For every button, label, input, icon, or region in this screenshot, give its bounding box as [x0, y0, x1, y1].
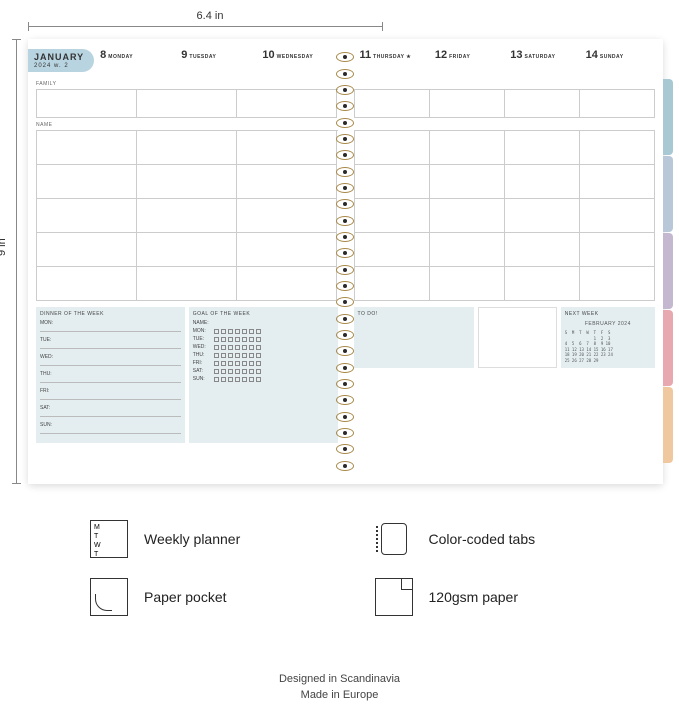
day-name: WEDNESDAY — [277, 54, 314, 60]
day-col: 14SUNDAY — [580, 49, 655, 61]
month-text: JANUARY — [34, 52, 84, 62]
dimension-height-line — [16, 39, 17, 484]
day-num: 12 — [435, 49, 447, 61]
dimension-width-line — [28, 26, 383, 27]
bottom-right-band: TO DO! NEXT WEEK FEBRUARY 2024 S M T W T… — [354, 307, 656, 368]
feature-pocket: Paper pocket — [90, 578, 335, 616]
family-label-r — [354, 81, 656, 87]
name-grid — [36, 130, 338, 301]
day-name: SATURDAY — [525, 54, 556, 60]
dimension-height-label: 9 in — [0, 238, 8, 256]
planner-spread: JANUARY 2024 w. 2 8MONDAY 9TUESDAY 10WED… — [28, 39, 663, 484]
todo-box: TO DO! — [354, 307, 474, 368]
footer-text: Designed in Scandinavia Made in Europe — [0, 672, 679, 703]
header-right: 11THURSDAY ★ 12FRIDAY 13SATURDAY 14SUNDA… — [354, 49, 656, 77]
day-num: 9 — [181, 49, 187, 61]
features-grid: MTWT Weekly planner Color-coded tabs Paper … — [90, 520, 619, 616]
feature-label: Color-coded tabs — [429, 531, 536, 547]
day-name: MONDAY — [108, 54, 133, 60]
mini-calendar: FEBRUARY 2024 S M T W T F S 1 2 3 4 5 6 … — [565, 321, 651, 364]
paper-pocket-icon — [90, 578, 128, 616]
day-num: 10 — [262, 49, 274, 61]
feature-tabs: Color-coded tabs — [375, 520, 620, 558]
name-grid-r — [354, 130, 656, 301]
feature-label: 120gsm paper — [429, 589, 519, 605]
todo-title: TO DO! — [358, 311, 470, 317]
family-label: FAMILY — [36, 81, 338, 87]
day-col: 11THURSDAY ★ — [354, 49, 429, 61]
color-tabs-icon — [375, 520, 413, 558]
family-grid-r — [354, 89, 656, 118]
header-left: JANUARY 2024 w. 2 8MONDAY 9TUESDAY 10WED… — [36, 49, 338, 77]
feature-paper: 120gsm paper — [375, 578, 620, 616]
day-col: 8MONDAY — [94, 49, 175, 61]
day-num: 11 — [360, 49, 372, 61]
day-num: 8 — [100, 49, 106, 61]
feature-label: Paper pocket — [144, 589, 227, 605]
next-week-box: NEXT WEEK FEBRUARY 2024 S M T W T F S 1 … — [561, 307, 655, 368]
feature-planner: MTWT Weekly planner — [90, 520, 335, 558]
name-label: NAME — [36, 122, 338, 128]
day-col: 10WEDNESDAY — [256, 49, 337, 61]
day-col: 13SATURDAY — [504, 49, 579, 61]
paper-weight-icon — [375, 578, 413, 616]
day-name: THURSDAY ★ — [373, 54, 411, 60]
name-label-r — [354, 122, 656, 128]
goal-title: GOAL OF THE WEEK — [193, 311, 334, 317]
next-title: NEXT WEEK — [565, 311, 651, 317]
dimension-width-label: 6.4 in — [60, 10, 360, 22]
page-right: 11THURSDAY ★ 12FRIDAY 13SATURDAY 14SUNDA… — [346, 39, 664, 484]
family-grid — [36, 89, 338, 118]
color-tabs — [663, 79, 673, 464]
day-name: SUNDAY — [600, 54, 624, 60]
page-left: JANUARY 2024 w. 2 8MONDAY 9TUESDAY 10WED… — [28, 39, 346, 484]
feature-label: Weekly planner — [144, 531, 240, 547]
day-num: 14 — [586, 49, 598, 61]
day-name: FRIDAY — [449, 54, 470, 60]
day-name: TUESDAY — [189, 54, 216, 60]
month-badge: JANUARY 2024 w. 2 — [28, 49, 94, 72]
footer-line-2: Made in Europe — [0, 688, 679, 703]
blank-box — [478, 307, 557, 368]
bottom-left-band: DINNER OF THE WEEK MON:TUE:WED:THU:FRI:S… — [36, 307, 338, 443]
dinner-title: DINNER OF THE WEEK — [40, 311, 181, 317]
weekly-planner-icon: MTWT — [90, 520, 128, 558]
week-subtext: 2024 w. 2 — [34, 63, 84, 69]
footer-line-1: Designed in Scandinavia — [0, 672, 679, 687]
day-col: 12FRIDAY — [429, 49, 504, 61]
day-col: 9TUESDAY — [175, 49, 256, 61]
day-num: 13 — [510, 49, 522, 61]
cal-title: FEBRUARY 2024 — [565, 321, 651, 328]
dinner-box: DINNER OF THE WEEK MON:TUE:WED:THU:FRI:S… — [36, 307, 185, 443]
spiral-binding — [336, 49, 356, 474]
goal-box: GOAL OF THE WEEK NAME:MON:TUE:WED:THU:FR… — [189, 307, 338, 443]
